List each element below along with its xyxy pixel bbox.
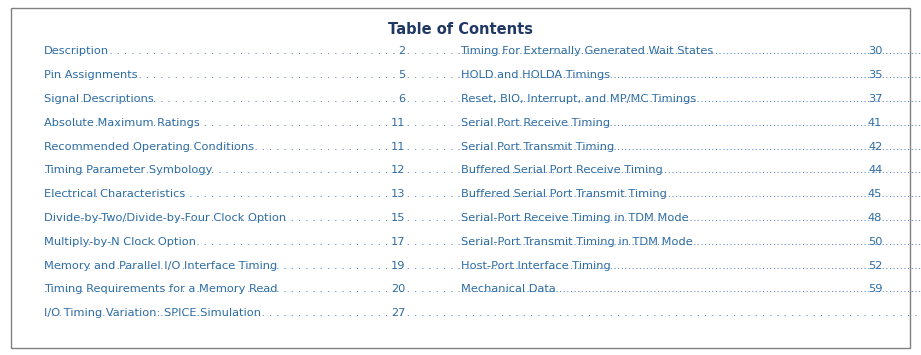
Text: Reset, BIO, Interrupt, and MP/MC Timings: Reset, BIO, Interrupt, and MP/MC Timings [460, 94, 695, 104]
Text: . . . . . . . . . . . . . . . . . . . . . . . . . . . . . . . . . . . . . . . . : . . . . . . . . . . . . . . . . . . . . … [460, 70, 921, 80]
Text: 45: 45 [868, 189, 882, 199]
Text: 27: 27 [391, 308, 405, 318]
Bar [460, 231, 882, 252]
Text: 13: 13 [391, 189, 405, 199]
Text: 42: 42 [869, 142, 882, 152]
Text: Signal Descriptions: Signal Descriptions [44, 94, 154, 104]
Text: Serial Port Receive Timing: Serial Port Receive Timing [460, 118, 610, 128]
Text: Memory and Parallel I/O Interface Timing: Memory and Parallel I/O Interface Timing [44, 261, 277, 271]
Bar [460, 207, 882, 229]
Text: Timing Requirements for a Memory Read: Timing Requirements for a Memory Read [44, 284, 278, 294]
Text: Absolute Maximum Ratings: Absolute Maximum Ratings [44, 118, 200, 128]
Bar [460, 160, 882, 181]
Text: Host-Port Interface Timing: Host-Port Interface Timing [460, 261, 611, 271]
Text: 59: 59 [868, 284, 882, 294]
Text: I/O Timing Variation: SPICE Simulation: I/O Timing Variation: SPICE Simulation [44, 308, 262, 318]
Text: . . . . . . . . . . . . . . . . . . . . . . . . . . . . . . . . . . . . . . . . : . . . . . . . . . . . . . . . . . . . . … [460, 261, 921, 271]
Text: 19: 19 [391, 261, 405, 271]
Text: . . . . . . . . . . . . . . . . . . . . . . . . . . . . . . . . . . . . . . . . : . . . . . . . . . . . . . . . . . . . . … [44, 142, 921, 152]
Bar [44, 65, 405, 86]
Text: . . . . . . . . . . . . . . . . . . . . . . . . . . . . . . . . . . . . . . . . : . . . . . . . . . . . . . . . . . . . . … [44, 189, 921, 199]
Text: . . . . . . . . . . . . . . . . . . . . . . . . . . . . . . . . . . . . . . . . : . . . . . . . . . . . . . . . . . . . . … [44, 70, 921, 80]
Text: . . . . . . . . . . . . . . . . . . . . . . . . . . . . . . . . . . . . . . . . : . . . . . . . . . . . . . . . . . . . . … [44, 237, 921, 247]
Bar [44, 279, 405, 300]
Text: Timing Parameter Symbology: Timing Parameter Symbology [44, 165, 213, 175]
Text: 11: 11 [391, 142, 405, 152]
Bar [44, 302, 405, 324]
Text: 2: 2 [398, 47, 405, 56]
Text: Buffered Serial Port Transmit Timing: Buffered Serial Port Transmit Timing [460, 189, 667, 199]
Text: . . . . . . . . . . . . . . . . . . . . . . . . . . . . . . . . . . . . . . . . : . . . . . . . . . . . . . . . . . . . . … [460, 94, 921, 104]
Text: . . . . . . . . . . . . . . . . . . . . . . . . . . . . . . . . . . . . . . . . : . . . . . . . . . . . . . . . . . . . . … [44, 261, 921, 271]
Text: Pin Assignments: Pin Assignments [44, 70, 138, 80]
Text: Serial-Port Receive Timing in TDM Mode: Serial-Port Receive Timing in TDM Mode [460, 213, 688, 223]
Text: Buffered Serial Port Receive Timing: Buffered Serial Port Receive Timing [460, 165, 662, 175]
Text: 15: 15 [391, 213, 405, 223]
Text: . . . . . . . . . . . . . . . . . . . . . . . . . . . . . . . . . . . . . . . . : . . . . . . . . . . . . . . . . . . . . … [460, 47, 921, 56]
FancyBboxPatch shape [11, 8, 910, 348]
Bar [44, 160, 405, 181]
Bar [44, 184, 405, 205]
Bar [460, 255, 882, 276]
Text: 17: 17 [391, 237, 405, 247]
Text: 12: 12 [391, 165, 405, 175]
Text: Serial-Port Transmit Timing in TDM Mode: Serial-Port Transmit Timing in TDM Mode [460, 237, 693, 247]
Text: . . . . . . . . . . . . . . . . . . . . . . . . . . . . . . . . . . . . . . . . : . . . . . . . . . . . . . . . . . . . . … [44, 213, 921, 223]
Bar [44, 255, 405, 276]
Bar [460, 65, 882, 86]
Bar [44, 88, 405, 110]
Text: 44: 44 [869, 165, 882, 175]
Text: Serial Port Transmit Timing: Serial Port Transmit Timing [460, 142, 613, 152]
Text: . . . . . . . . . . . . . . . . . . . . . . . . . . . . . . . . . . . . . . . . : . . . . . . . . . . . . . . . . . . . . … [44, 284, 921, 294]
Text: . . . . . . . . . . . . . . . . . . . . . . . . . . . . . . . . . . . . . . . . : . . . . . . . . . . . . . . . . . . . . … [44, 165, 921, 175]
Text: 48: 48 [868, 213, 882, 223]
Bar [44, 41, 405, 62]
Text: . . . . . . . . . . . . . . . . . . . . . . . . . . . . . . . . . . . . . . . . : . . . . . . . . . . . . . . . . . . . . … [44, 47, 921, 56]
Bar [44, 231, 405, 252]
Text: Table of Contents: Table of Contents [388, 22, 533, 37]
Text: Electrical Characteristics: Electrical Characteristics [44, 189, 185, 199]
Text: . . . . . . . . . . . . . . . . . . . . . . . . . . . . . . . . . . . . . . . . : . . . . . . . . . . . . . . . . . . . . … [44, 308, 921, 318]
Text: . . . . . . . . . . . . . . . . . . . . . . . . . . . . . . . . . . . . . . . . : . . . . . . . . . . . . . . . . . . . . … [460, 213, 921, 223]
Bar [460, 88, 882, 110]
Text: 5: 5 [398, 70, 405, 80]
Text: 52: 52 [868, 261, 882, 271]
Text: 6: 6 [398, 94, 405, 104]
Text: Description: Description [44, 47, 110, 56]
Text: 37: 37 [868, 94, 882, 104]
Text: Recommended Operating Conditions: Recommended Operating Conditions [44, 142, 254, 152]
Text: . . . . . . . . . . . . . . . . . . . . . . . . . . . . . . . . . . . . . . . . : . . . . . . . . . . . . . . . . . . . . … [460, 118, 921, 128]
Text: 35: 35 [868, 70, 882, 80]
Text: . . . . . . . . . . . . . . . . . . . . . . . . . . . . . . . . . . . . . . . . : . . . . . . . . . . . . . . . . . . . . … [460, 189, 921, 199]
Text: Timing For Externally Generated Wait States: Timing For Externally Generated Wait Sta… [460, 47, 714, 56]
Bar [460, 136, 882, 157]
Text: Divide-by-Two/Divide-by-Four Clock Option: Divide-by-Two/Divide-by-Four Clock Optio… [44, 213, 286, 223]
Text: 30: 30 [868, 47, 882, 56]
Bar [460, 112, 882, 133]
Text: 11: 11 [391, 118, 405, 128]
Text: . . . . . . . . . . . . . . . . . . . . . . . . . . . . . . . . . . . . . . . . : . . . . . . . . . . . . . . . . . . . . … [460, 284, 921, 294]
Text: . . . . . . . . . . . . . . . . . . . . . . . . . . . . . . . . . . . . . . . . : . . . . . . . . . . . . . . . . . . . . … [460, 237, 921, 247]
Text: HOLD and HOLDA Timings: HOLD and HOLDA Timings [460, 70, 610, 80]
Bar [460, 41, 882, 62]
Text: Multiply-by-N Clock Option: Multiply-by-N Clock Option [44, 237, 196, 247]
Bar [44, 112, 405, 133]
Bar [44, 136, 405, 157]
Text: Mechanical Data: Mechanical Data [460, 284, 555, 294]
Text: . . . . . . . . . . . . . . . . . . . . . . . . . . . . . . . . . . . . . . . . : . . . . . . . . . . . . . . . . . . . . … [460, 142, 921, 152]
Bar [460, 279, 882, 300]
Text: 20: 20 [391, 284, 405, 294]
Bar [460, 184, 882, 205]
Text: 41: 41 [868, 118, 882, 128]
Bar [44, 207, 405, 229]
Text: . . . . . . . . . . . . . . . . . . . . . . . . . . . . . . . . . . . . . . . . : . . . . . . . . . . . . . . . . . . . . … [44, 118, 921, 128]
Text: . . . . . . . . . . . . . . . . . . . . . . . . . . . . . . . . . . . . . . . . : . . . . . . . . . . . . . . . . . . . . … [460, 165, 921, 175]
Text: 50: 50 [868, 237, 882, 247]
Text: . . . . . . . . . . . . . . . . . . . . . . . . . . . . . . . . . . . . . . . . : . . . . . . . . . . . . . . . . . . . . … [44, 94, 921, 104]
